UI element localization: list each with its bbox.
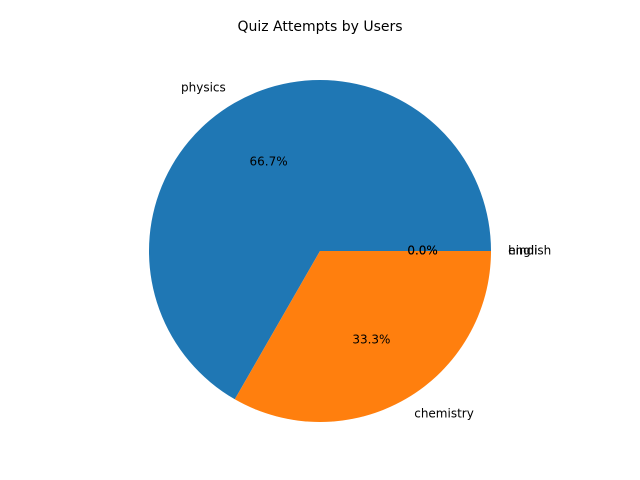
pie-slices: [149, 80, 491, 422]
slice-label-english: english: [508, 244, 551, 258]
chart-title: Quiz Attempts by Users: [237, 19, 402, 35]
slice-percent-physics: 66.7%: [250, 155, 288, 169]
slice-percent-english: 0.0%: [407, 244, 438, 258]
slice-label-hindi: hindi: [508, 244, 537, 258]
slice-label-chemistry: chemistry: [414, 406, 474, 420]
pie-slice-chemistry: [234, 251, 491, 422]
slice-percent-hindi: 0.0%: [407, 244, 438, 258]
slice-label-physics: physics: [181, 81, 226, 95]
pie-labels: physics 66.7% chemistry 33.3% hindi 0.0% engli…: [181, 81, 551, 421]
slice-percent-chemistry: 33.3%: [352, 332, 390, 346]
pie-slice-physics: [149, 80, 491, 400]
